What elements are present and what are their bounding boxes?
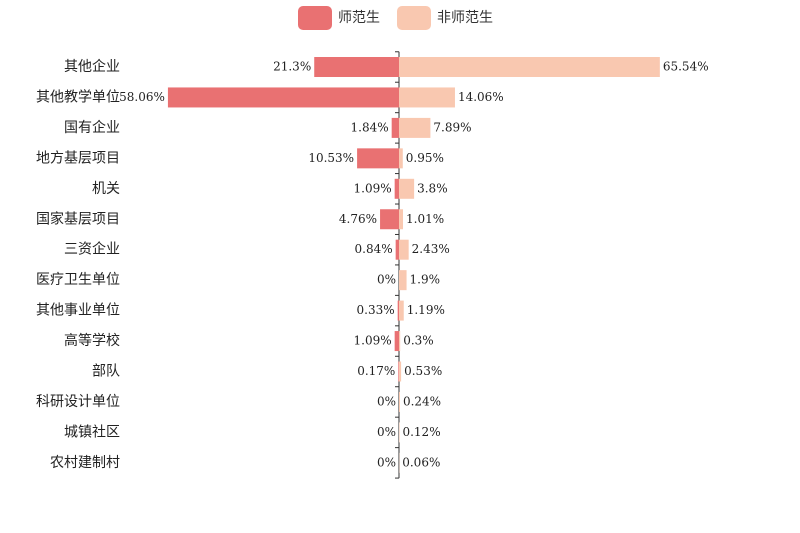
bar [399,117,431,138]
data-label: 21.3% [273,60,311,74]
data-label: 10.53% [308,151,354,165]
data-label: 1.09% [354,181,392,195]
bar [399,209,404,230]
data-label: 58.06% [119,90,165,104]
data-label: 1.19% [407,303,445,317]
y-tick-label: 科研设计单位 [36,394,120,410]
y-tick-label: 国有企业 [64,119,120,136]
y-tick-label: 农村建制村 [50,455,120,471]
bar [357,148,399,169]
data-label: 0.3% [403,334,434,348]
y-tick-label: 其他教学单位 [36,89,120,105]
bar [399,300,404,321]
bar [399,391,400,412]
y-tick-label: 高等学校 [64,332,120,349]
legend-swatch [397,6,431,30]
y-tick-label: 城镇社区 [64,424,120,440]
bar [167,87,399,108]
bar [397,300,399,321]
y-tick-label: 部队 [92,364,120,380]
data-label: 0% [377,394,396,408]
bar [399,57,660,77]
legend-label: 非师范生 [437,9,493,26]
legend-label: 师范生 [338,9,380,26]
data-label: 0.53% [404,364,442,378]
data-label: 0% [377,455,396,469]
y-tick-label: 三资企业 [64,241,120,258]
bar [398,361,399,382]
bar [380,209,399,230]
data-label: 0.95% [406,151,444,165]
data-label: 0.06% [402,455,440,469]
bar [314,57,399,77]
bar [399,87,455,108]
data-label: 0.24% [403,394,441,408]
y-tick-label: 机关 [92,181,120,197]
bar [399,331,401,352]
data-label: 1.01% [406,212,444,226]
data-label: 14.06% [458,90,504,104]
bar [394,331,399,352]
bar [399,148,403,169]
data-label: 4.76% [339,212,377,226]
data-label: 0% [377,273,396,287]
bar [399,178,415,199]
bar [399,361,402,382]
data-label: 1.09% [354,334,392,348]
data-label: 7.89% [433,120,471,134]
data-label: 0.33% [357,303,395,317]
y-tick-label: 国家基层项目 [36,210,120,227]
data-label: 3.8% [417,181,448,195]
bar [399,239,409,260]
legend-swatch [298,6,332,30]
y-tick-label: 其他企业 [64,58,120,75]
bar [395,239,399,260]
data-label: 1.84% [351,120,389,134]
data-label: 0% [377,425,396,439]
y-tick-label: 地方基层项目 [36,149,120,166]
y-tick-label: 医疗卫生单位 [36,272,120,288]
data-label: 0.17% [357,364,395,378]
data-label: 0.84% [355,242,393,256]
bar [399,270,407,291]
bar [391,117,399,138]
y-tick-label: 其他事业单位 [36,303,120,319]
data-label: 65.54% [663,60,709,74]
data-label: 0.12% [402,425,440,439]
data-label: 2.43% [412,242,450,256]
bar [394,178,399,199]
data-label: 1.9% [410,273,441,287]
